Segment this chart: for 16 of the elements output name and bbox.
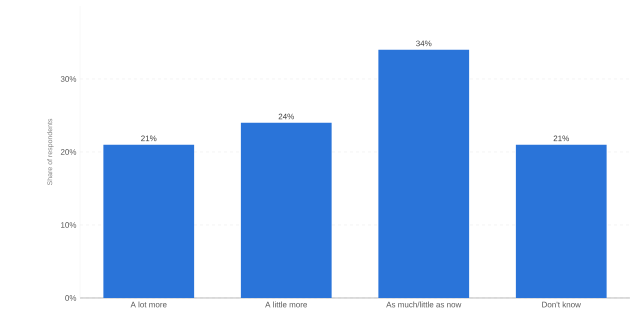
y-tick-label: 20% <box>60 149 76 155</box>
bar <box>378 50 470 298</box>
bar <box>516 144 607 298</box>
x-tick-label: A little more <box>265 302 308 308</box>
data-label: 21% <box>141 136 156 142</box>
bar <box>103 144 194 298</box>
y-tick-label: 10% <box>61 222 76 228</box>
data-label: 24% <box>278 114 294 120</box>
x-tick-label: As much/little as now <box>386 302 462 308</box>
x-tick-label: Don't know <box>542 302 581 308</box>
x-tick-label: A lot more <box>130 302 167 308</box>
data-label: 34% <box>416 40 432 46</box>
data-label: 21% <box>554 136 569 142</box>
y-tick-label: 30% <box>60 76 76 82</box>
y-tick-label: 0% <box>65 295 76 301</box>
bar <box>240 122 332 298</box>
